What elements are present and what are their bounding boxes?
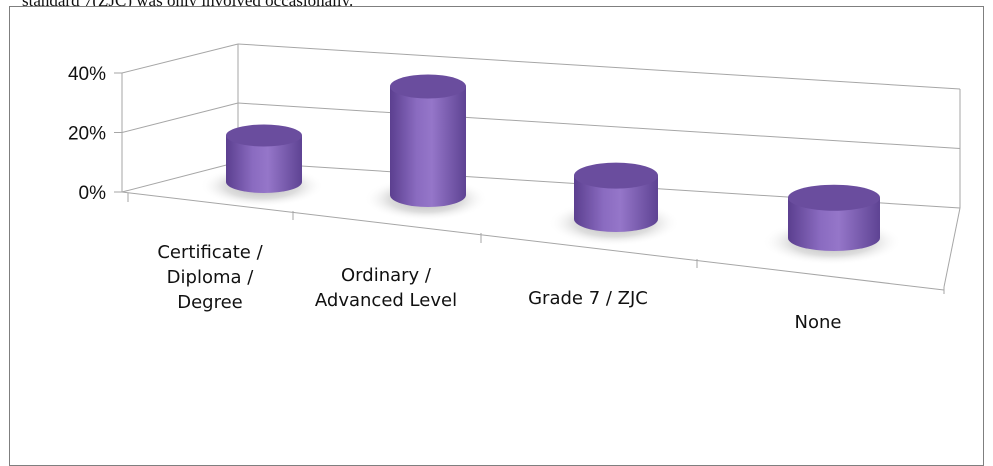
side-grid-line bbox=[121, 102, 239, 133]
x-tick-label: Diploma / bbox=[167, 267, 255, 288]
bar bbox=[788, 197, 880, 251]
bar bbox=[574, 175, 658, 232]
side-grid-line bbox=[121, 161, 239, 193]
bar-top bbox=[574, 162, 658, 189]
x-tick-label: Advanced Level bbox=[315, 290, 457, 311]
y-tick-label: 20% bbox=[68, 124, 106, 145]
x-tick-label: Ordinary / bbox=[341, 265, 432, 286]
side-grid-line bbox=[121, 43, 239, 74]
bar bbox=[390, 86, 466, 207]
bar bbox=[226, 135, 302, 193]
bar-top bbox=[788, 184, 880, 211]
x-tick-label: Certificate / bbox=[157, 242, 263, 263]
x-axis-line bbox=[121, 191, 945, 291]
x-tick-label: Grade 7 / ZJC bbox=[528, 288, 648, 309]
chart: 0% 20% 40% Certificate / Diploma / Degree Ordi… bbox=[68, 43, 961, 333]
x-tick-label: None bbox=[795, 312, 842, 333]
y-tick-label: 0% bbox=[79, 183, 107, 204]
bar-top bbox=[390, 74, 466, 99]
y-tick-label: 40% bbox=[68, 64, 106, 85]
header-text: standard 7(ZJC) was only involved occasi… bbox=[22, 0, 982, 9]
bar-top bbox=[226, 124, 302, 147]
grid-line bbox=[237, 43, 961, 90]
floor-right-edge bbox=[943, 207, 961, 288]
grid-line bbox=[237, 102, 961, 149]
x-tick-label: Degree bbox=[177, 292, 243, 313]
